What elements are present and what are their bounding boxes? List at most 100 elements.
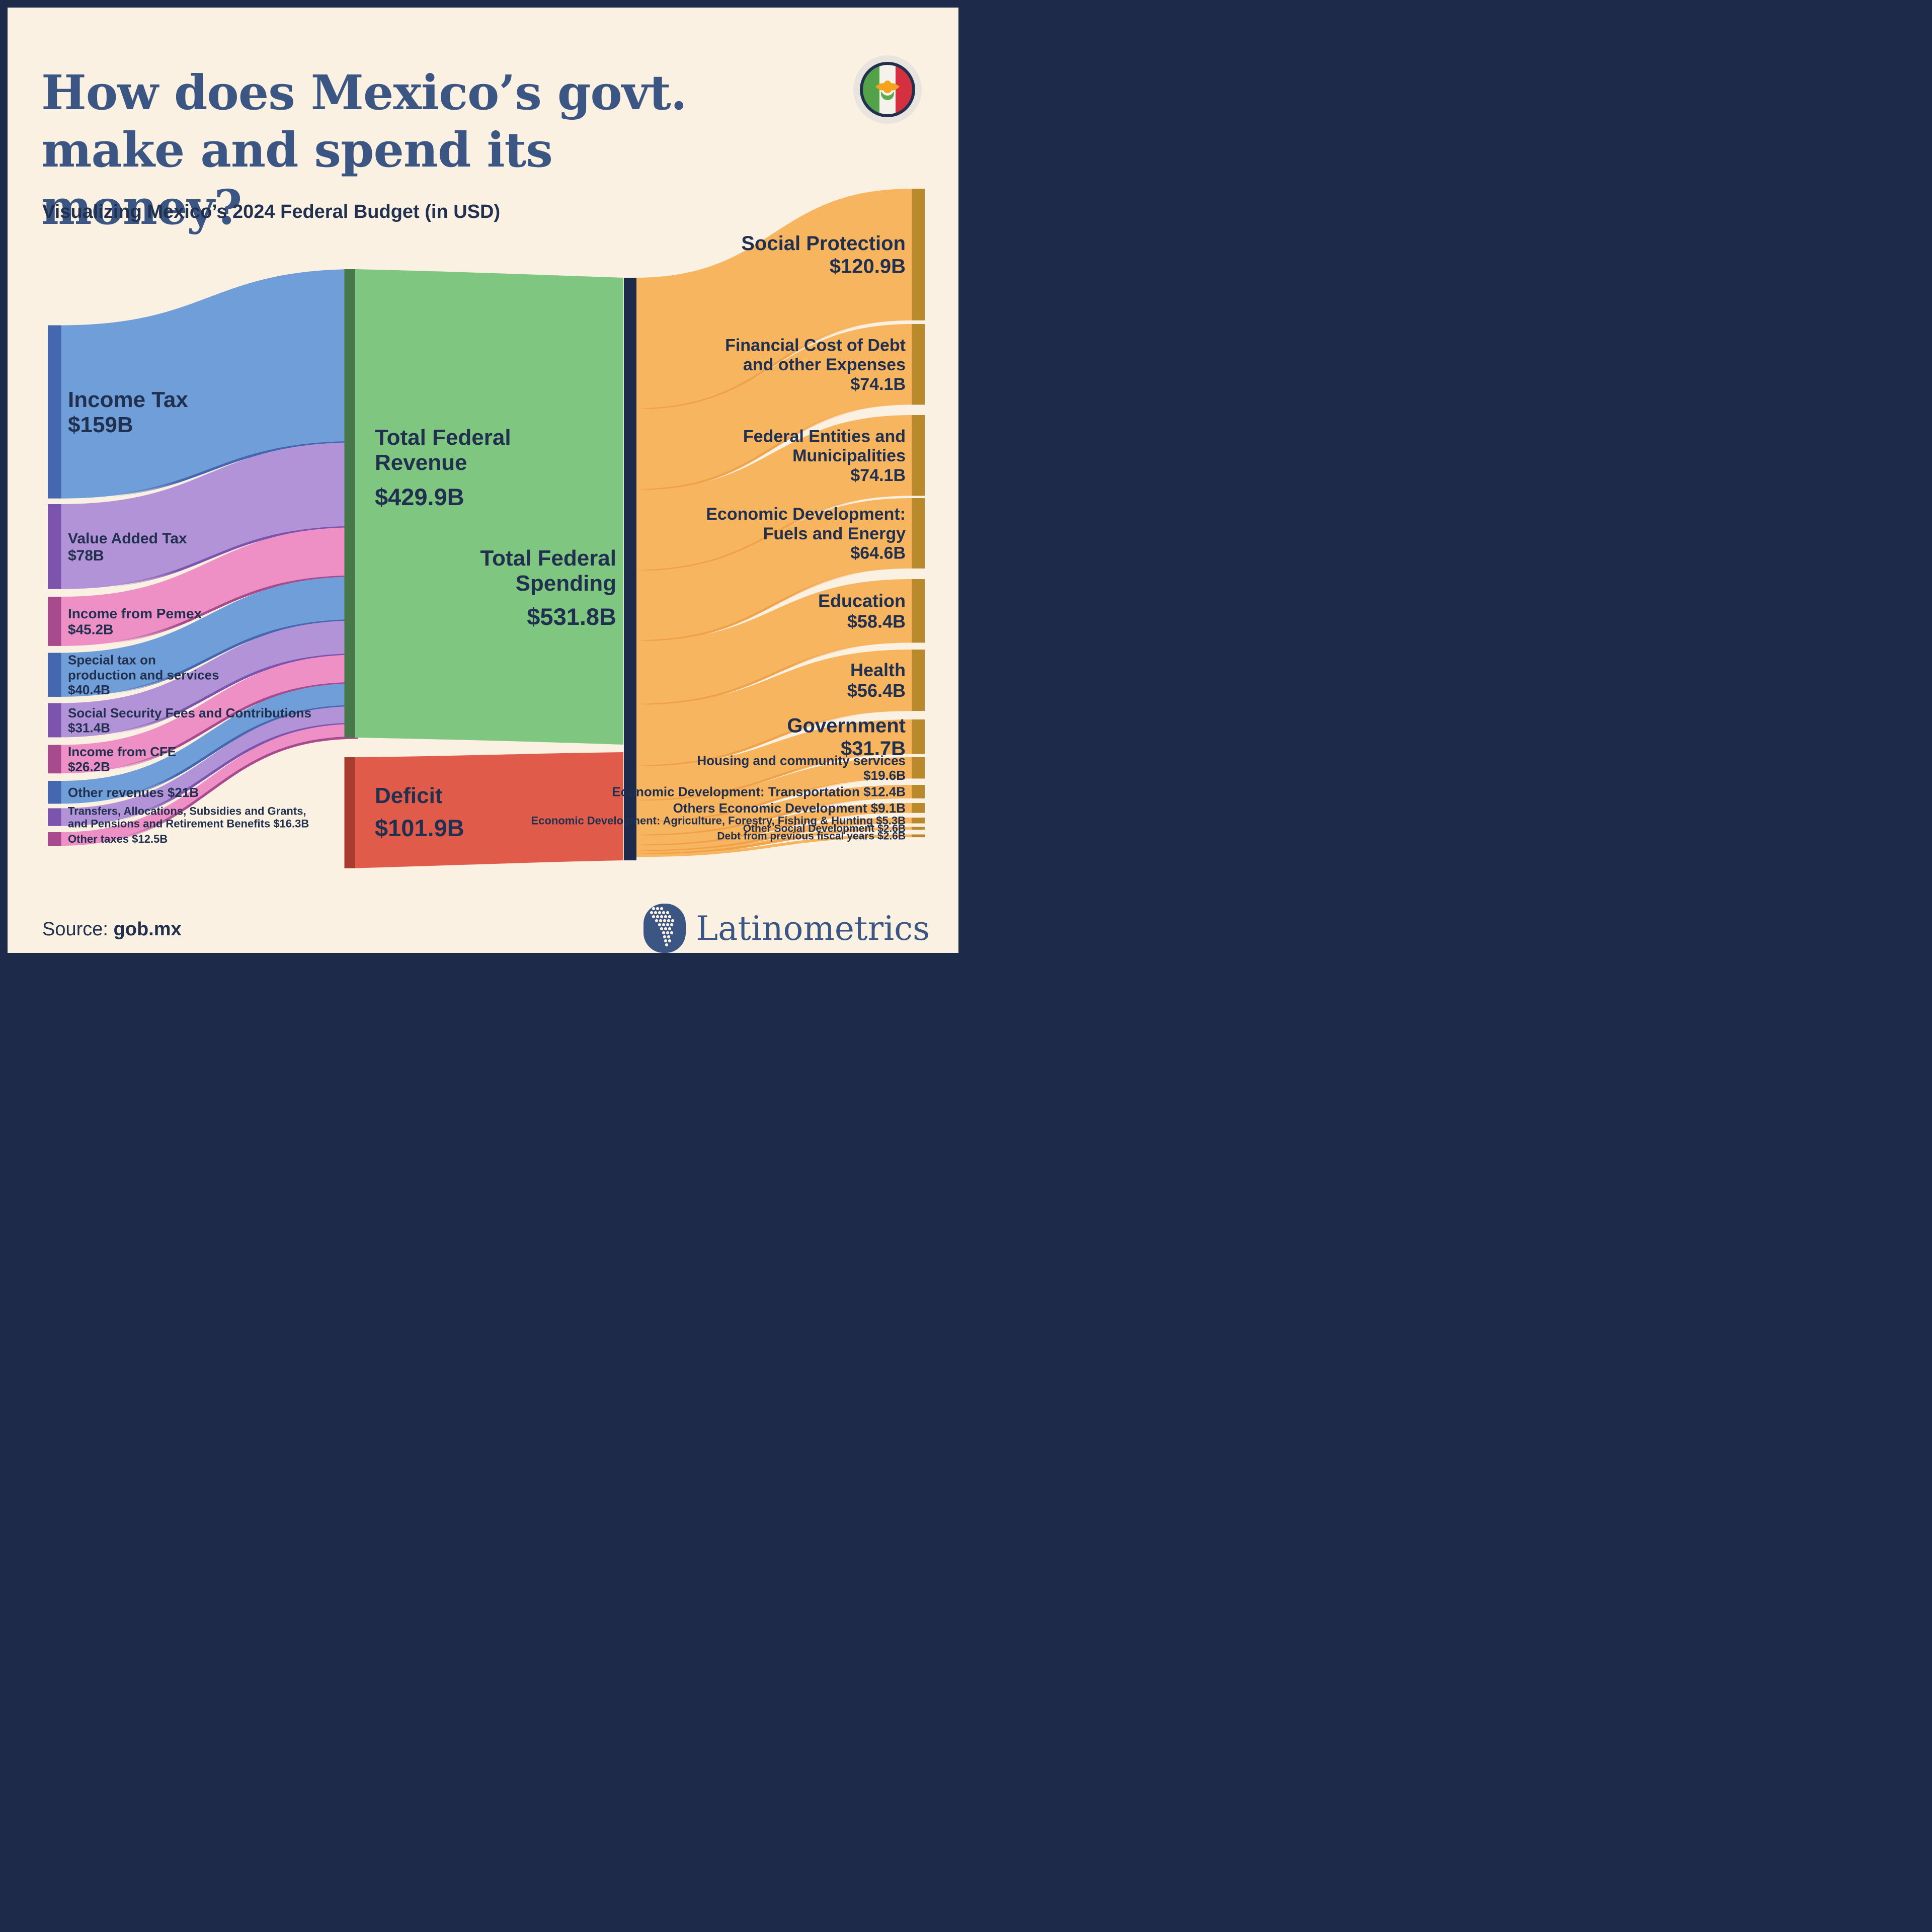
flow-edge-social-security-fees-and-contributions [59, 653, 359, 739]
label-income-tax-line-0: Income Tax [68, 387, 188, 412]
label-economic-development-agriculture-forestry-fishing-hunting-line-0: Economic Development: Agriculture, Fores… [531, 814, 906, 827]
flow-edge-social-protection [634, 319, 913, 411]
border-left [0, 0, 8, 966]
node-bar-special-tax-on-production-and-services [48, 653, 61, 697]
label-health-line-1: $56.4B [847, 680, 906, 701]
label-total-revenue-line-1: Revenue [375, 450, 467, 475]
label-health-line-0: Health [850, 660, 906, 680]
node-bar-total-federal-spending [624, 278, 636, 860]
flow-edge-transfers-allocations-subsidies-and-grants-and-pensions-and-retirement-benefits [59, 722, 359, 828]
title-line-2: make and spend its money? [41, 122, 553, 235]
label-special-tax-on-production-and-services-line-2: $40.4B [68, 682, 110, 697]
flow-other-revenues [60, 683, 358, 804]
flow-income-from-pemex [60, 527, 358, 646]
border-top [0, 0, 966, 8]
label-other-revenues-line-0: Other revenues $21B [68, 785, 199, 800]
label-special-tax-on-production-and-services-line-1: production and services [68, 667, 219, 682]
latinometrics-logo-icon [643, 904, 686, 953]
sankey-diagram: Income Tax$159B Value Added Tax$78B Income… [48, 189, 925, 868]
label-debt-from-previous-fiscal-years-line-0: Debt from previous fiscal years $2.6B [717, 831, 906, 842]
label-financial-cost-of-debt-and-other-expenses-line-2: $74.1B [850, 375, 906, 394]
node-bar-federal-entities-and-municipalities [912, 415, 925, 496]
label-others-economic-development-line-0: Others Economic Development $9.1B [673, 800, 906, 816]
node-bar-debt-from-previous-fiscal-years [912, 834, 925, 838]
node-bar-transfers-allocations-subsidies-and-grants-and-pensions-and-retirement-benefits [48, 808, 61, 826]
node-bar-government [912, 719, 925, 754]
label-other-social-development-line-0: Other Social Development $2.6B [743, 823, 906, 835]
node-bar-income-tax [48, 325, 61, 499]
label-deficit-value: $101.9B [375, 815, 464, 841]
flow-edge-education [634, 641, 913, 706]
node-bar-economic-development-agriculture-forestry-fishing-hunting [912, 818, 925, 824]
flow-edge-others-economic-development [634, 812, 913, 847]
label-transfers-allocations-subsidies-and-grants-and-pensions-and-retirement-benefits-line-1: and Pensions and Retirement Benefits $16… [68, 817, 309, 830]
label-social-protection-line-1: $120.9B [830, 256, 906, 278]
node-bar-other-taxes [48, 832, 61, 846]
node-bar-education [912, 579, 925, 643]
label-financial-cost-of-debt-and-other-expenses-line-1: and other Expenses [743, 355, 906, 374]
label-education-line-0: Education [818, 590, 906, 611]
label-government-line-0: Government [787, 715, 906, 737]
label-special-tax-on-production-and-services-line-0: Special tax on [68, 653, 156, 668]
flow-edge-income-tax [59, 441, 359, 500]
label-income-from-pemex-line-1: $45.2B [68, 622, 113, 637]
label-income-from-cfe-line-0: Income from CFE [68, 744, 176, 759]
node-bar-economic-development-fuels-and-energy [912, 498, 925, 569]
label-total-revenue-line-0: Total Federal [375, 425, 511, 450]
label-social-protection-line-0: Social Protection [741, 232, 906, 255]
flow-other-social-development [635, 827, 912, 854]
flow-edge-economic-development-transportation [634, 797, 913, 837]
flow-special-tax-on-production-and-services [60, 576, 358, 697]
node-bar-financial-cost-of-debt-and-other-expenses [912, 324, 925, 405]
flow-edge-economic-development-agriculture-forestry-fishing-hunting [634, 822, 913, 853]
flow-social-security-fees-and-contributions [60, 620, 358, 738]
label-total-spending-line-0: Total Federal [480, 546, 616, 571]
node-bar-others-economic-development [912, 803, 925, 813]
flow-transfers-allocations-subsidies-and-grants-and-pensions-and-retirement-benefits [60, 706, 358, 826]
label-economic-development-transportation-line-0: Economic Development: Transportation $12… [612, 784, 906, 799]
label-value-added-tax-line-0: Value Added Tax [68, 530, 187, 547]
flow-debt-from-previous-fiscal-years [635, 834, 912, 857]
infographic-canvas: How does Mexico’s govt. make and spend i… [0, 0, 966, 966]
flow-edge-special-tax-on-production-and-services [59, 619, 359, 698]
label-other-taxes-line-0: Other taxes $12.5B [68, 833, 168, 845]
flow-income-from-cfe [60, 655, 358, 774]
flow-edge-economic-development-fuels-and-energy [634, 567, 913, 642]
label-social-security-fees-and-contributions-line-0: Social Security Fees and Contributions [68, 705, 311, 720]
flow-government [635, 719, 912, 801]
label-income-from-pemex-line-0: Income from Pemex [68, 606, 202, 621]
source-label: Source: [42, 919, 108, 940]
flow-housing-and-community-services [635, 757, 912, 823]
flow-edge-federal-entities-and-municipalities [634, 495, 913, 572]
flow-edge-value-added-tax [59, 526, 359, 591]
flow-edge-income-from-pemex [59, 575, 359, 648]
node-bar-social-security-fees-and-contributions [48, 703, 61, 738]
flow-social-protection [635, 189, 912, 410]
node-bar-social-protection [912, 189, 925, 320]
label-federal-entities-and-municipalities-line-1: Municipalities [792, 446, 906, 465]
node-bar-health [912, 650, 925, 711]
node-deficit [355, 752, 623, 868]
label-total-spending-value: $531.8B [527, 603, 616, 630]
node-bar-income-from-cfe [48, 745, 61, 774]
flow-economic-development-transportation [635, 785, 912, 836]
label-economic-development-fuels-and-energy-line-2: $64.6B [850, 544, 906, 563]
node-bar-income-from-pemex [48, 597, 61, 646]
label-education-line-1: $58.4B [847, 611, 906, 631]
label-social-security-fees-and-contributions-line-1: $31.4B [68, 720, 110, 735]
label-transfers-allocations-subsidies-and-grants-and-pensions-and-retirement-benefits-line-0: Transfers, Allocations, Subsidies and Gr… [68, 804, 306, 817]
mexico-flag-icon [853, 55, 922, 124]
flow-edge-other-taxes [59, 736, 359, 847]
label-federal-entities-and-municipalities-line-0: Federal Entities and [743, 427, 906, 446]
node-bar-economic-development-transportation [912, 785, 925, 798]
label-deficit-line-0: Deficit [375, 783, 443, 808]
flow-edge-health [634, 709, 913, 768]
border-right [958, 0, 966, 966]
label-value-added-tax-line-1: $78B [68, 547, 104, 564]
page-subtitle: Visualizing Mexico’s 2024 Federal Budget… [42, 201, 501, 222]
flow-edge-housing-and-community-services [634, 777, 913, 824]
node-bar-housing-and-community-services [912, 757, 925, 779]
flow-federal-entities-and-municipalities [635, 415, 912, 571]
label-housing-and-community-services-line-1: $19.6B [863, 768, 906, 783]
flow-edge-other-social-development [634, 828, 913, 855]
